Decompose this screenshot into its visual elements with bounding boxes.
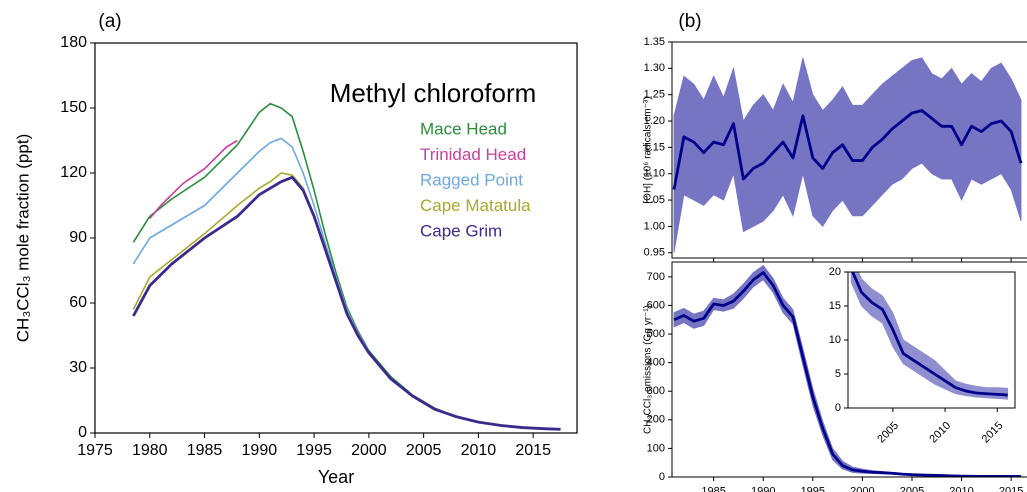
x-tick-label: 1990 <box>751 485 775 492</box>
legend-entry: Ragged Point <box>420 170 523 189</box>
plot-area <box>672 57 1023 253</box>
y-tick-label: 60 <box>69 294 87 311</box>
x-tick-label: 1985 <box>701 485 725 492</box>
x-tick-label: 1990 <box>242 442 278 459</box>
x-tick-label: 2015 <box>980 420 1006 446</box>
y-tick-label: 120 <box>60 164 87 181</box>
legend-entry: Trinidad Head <box>420 145 526 164</box>
x-tick-label: 2005 <box>406 442 442 459</box>
series-line <box>673 271 1022 477</box>
x-axis-label: Year <box>318 467 354 487</box>
x-tick-label: 1980 <box>132 442 168 459</box>
y-tick-label: 1.20 <box>644 115 665 127</box>
y-tick-label: 20 <box>829 266 841 278</box>
y-tick-label: 10 <box>829 334 841 346</box>
y-tick-label: 500 <box>647 328 665 340</box>
x-tick-label: 2015 <box>515 442 551 459</box>
x-tick-label: 1985 <box>187 442 223 459</box>
y-tick-label: 300 <box>647 385 665 397</box>
x-tick-label: 2005 <box>875 420 901 446</box>
series-line <box>672 109 1023 190</box>
x-tick-label: 1995 <box>801 485 825 492</box>
y-tick-label: 1.35 <box>644 36 665 48</box>
y-tick-label: 1.30 <box>644 62 665 74</box>
uncertainty-band <box>850 272 1009 400</box>
y-tick-label: 150 <box>60 99 87 116</box>
series-line <box>149 139 238 220</box>
y-tick-label: 1.00 <box>644 220 665 232</box>
x-tick-label: 2005 <box>900 485 924 492</box>
legend-entry: Mace Head <box>420 119 507 138</box>
y-tick-label: 200 <box>647 414 665 426</box>
x-tick-label: 1995 <box>296 442 332 459</box>
series-line <box>851 272 1008 397</box>
y-tick-label: 1.05 <box>644 194 665 206</box>
plot-area <box>850 272 1009 400</box>
y-axis-label: [OH] (10⁶ radicals cm⁻³) <box>643 96 654 203</box>
chart-title: Methyl chloroform <box>330 78 537 108</box>
x-tick-label: 2010 <box>949 485 973 492</box>
x-tick-label: 2000 <box>850 485 874 492</box>
y-tick-label: 15 <box>829 300 841 312</box>
y-axis-label: CH₃CCl₃ emissions (Gg yr⁻¹) <box>643 305 654 434</box>
y-tick-label: 1.25 <box>644 89 665 101</box>
y-tick-label: 0 <box>659 471 665 483</box>
x-tick-label: 2015 <box>999 485 1023 492</box>
legend-entry: Cape Matatula <box>420 196 531 215</box>
y-tick-label: 5 <box>835 368 841 380</box>
y-tick-label: 30 <box>69 359 87 376</box>
x-tick-label: 2010 <box>927 420 953 446</box>
y-tick-label: 0.95 <box>644 247 665 259</box>
y-tick-label: 100 <box>647 442 665 454</box>
y-tick-label: 1.10 <box>644 168 665 180</box>
x-tick-label: 2010 <box>461 442 497 459</box>
y-tick-label: 1.15 <box>644 141 665 153</box>
y-tick-label: 90 <box>69 229 87 246</box>
plot-frame <box>671 261 1027 478</box>
x-tick-label: 2000 <box>351 442 387 459</box>
y-tick-label: 0 <box>78 424 87 441</box>
panel-label: (b) <box>678 11 701 32</box>
y-tick-label: 700 <box>647 271 665 283</box>
plot-area <box>132 102 561 431</box>
y-tick-label: 400 <box>647 357 665 369</box>
plot-frame <box>671 41 1027 259</box>
panel-label: (a) <box>98 11 121 32</box>
x-tick-label: 1975 <box>77 442 113 459</box>
y-axis-label: CH₃CCl₃ mole fraction (ppt) <box>13 134 32 342</box>
legend-entry: Cape Grim <box>420 221 502 240</box>
y-tick-label: 180 <box>60 34 87 51</box>
y-tick-label: 600 <box>647 299 665 311</box>
series-line <box>132 137 370 352</box>
y-tick-label: 0 <box>835 402 841 414</box>
series-line <box>132 175 561 431</box>
